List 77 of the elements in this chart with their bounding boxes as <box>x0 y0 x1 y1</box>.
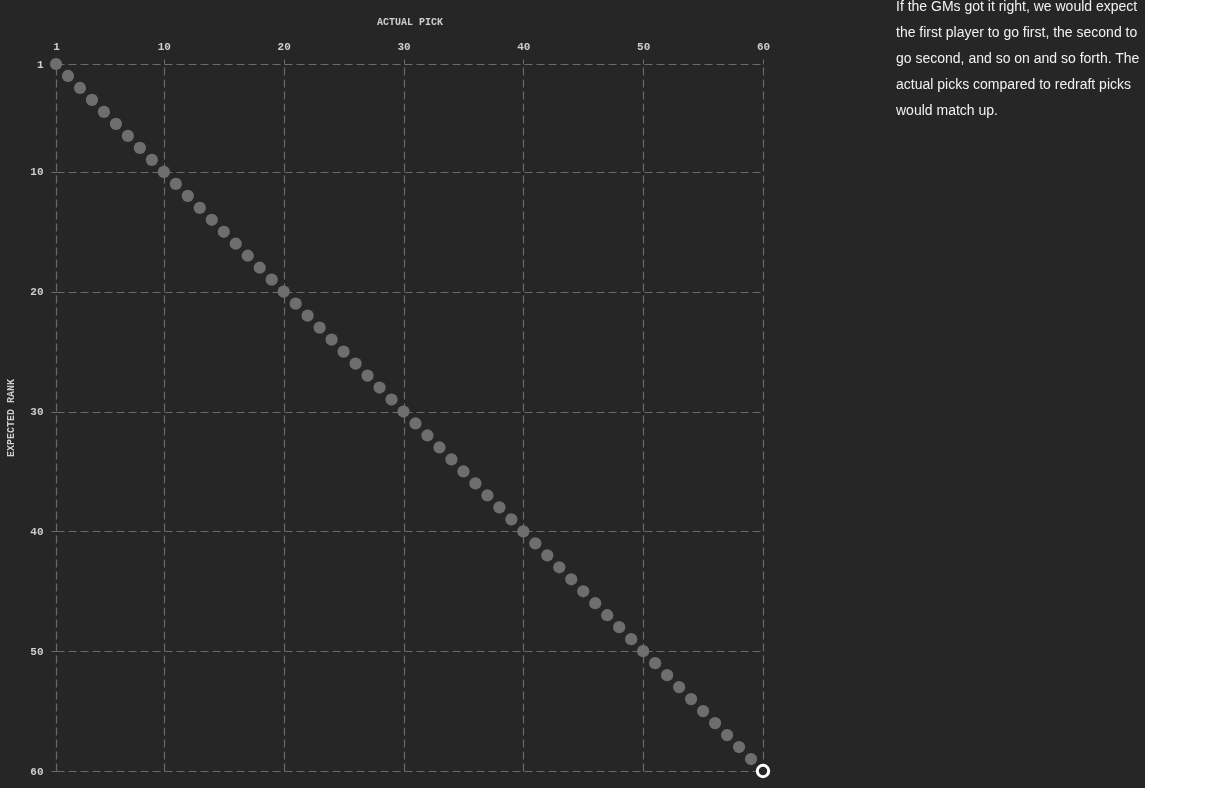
point <box>337 345 350 358</box>
point <box>181 189 194 202</box>
x-tick-label: 40 <box>517 40 531 53</box>
point <box>649 657 662 670</box>
point <box>445 453 458 466</box>
point <box>349 357 362 370</box>
point <box>661 669 674 682</box>
y-tick-label: 20 <box>30 286 44 299</box>
point <box>421 429 434 442</box>
point <box>577 585 590 598</box>
point <box>672 681 686 694</box>
x-axis-title: ACTUAL PICK <box>376 16 444 28</box>
point <box>469 477 482 490</box>
point <box>505 513 518 526</box>
point <box>601 609 614 622</box>
point <box>397 405 410 418</box>
point <box>229 237 242 250</box>
y-tick-label: 30 <box>30 406 44 419</box>
point <box>625 633 638 646</box>
point <box>589 597 602 610</box>
text: If the GMs got it right, we would expect the first player to go first, the second to go second, and so on and so forth. The actual picks compared to redraft picks would match up. <box>895 0 1140 118</box>
point <box>73 81 87 95</box>
point <box>205 213 218 226</box>
point <box>61 69 75 83</box>
point <box>720 728 734 742</box>
point <box>361 369 374 382</box>
point <box>493 501 506 514</box>
y-tick-label: 1 <box>36 58 44 71</box>
point <box>49 57 63 71</box>
point <box>565 573 578 586</box>
point <box>109 117 123 131</box>
x-tick-label: 60 <box>756 40 771 53</box>
point <box>85 93 99 107</box>
point <box>373 381 386 394</box>
point <box>744 752 758 766</box>
point <box>133 141 147 154</box>
point <box>755 763 771 779</box>
point <box>457 465 470 478</box>
point <box>253 261 266 274</box>
x-tick-label: 50 <box>637 40 651 53</box>
x-tick-label: 1 <box>53 40 61 53</box>
y-axis-title: EXPECTED RANK <box>6 378 18 458</box>
point <box>217 225 230 238</box>
point <box>193 201 206 214</box>
point <box>613 621 626 634</box>
y-tick-label: 50 <box>30 645 44 658</box>
y-tick-label: 60 <box>30 765 44 778</box>
point <box>732 740 746 754</box>
point <box>529 537 542 550</box>
point <box>277 285 290 298</box>
point <box>241 249 254 262</box>
point <box>684 692 698 706</box>
point <box>481 489 494 502</box>
x-tick-label: 10 <box>157 40 171 53</box>
point <box>157 165 170 178</box>
point <box>313 321 326 334</box>
point <box>708 716 722 730</box>
x-tick-label: 30 <box>397 40 411 53</box>
point <box>169 177 182 190</box>
point <box>409 417 422 430</box>
point <box>301 309 314 322</box>
point <box>121 129 135 143</box>
point <box>265 273 278 286</box>
point <box>325 333 338 346</box>
point <box>541 549 554 562</box>
y-tick-label: 10 <box>30 166 44 179</box>
point <box>385 393 398 406</box>
point <box>517 525 530 538</box>
point <box>289 297 302 310</box>
point <box>637 645 650 658</box>
x-tick-label: 20 <box>277 40 291 53</box>
point <box>145 153 158 166</box>
y-tick-label: 40 <box>30 525 44 538</box>
point <box>696 704 710 718</box>
point <box>553 561 566 574</box>
point <box>433 441 446 454</box>
point <box>97 105 111 119</box>
